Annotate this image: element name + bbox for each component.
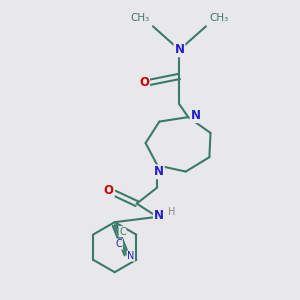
Text: N: N (174, 44, 184, 56)
Text: N: N (154, 209, 164, 222)
Text: CH₃: CH₃ (209, 14, 228, 23)
Text: CH₃: CH₃ (131, 14, 150, 23)
Text: O: O (104, 184, 114, 197)
Text: N: N (127, 251, 134, 261)
Text: H: H (168, 206, 175, 217)
Text: N: N (190, 109, 201, 122)
Text: N: N (154, 165, 164, 178)
Text: O: O (139, 76, 149, 89)
Text: C: C (116, 239, 122, 249)
Text: C: C (119, 226, 126, 237)
